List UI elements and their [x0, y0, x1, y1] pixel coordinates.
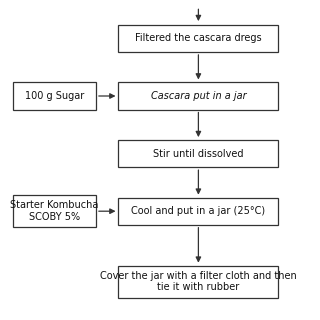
FancyBboxPatch shape	[118, 140, 278, 167]
FancyBboxPatch shape	[118, 266, 278, 298]
FancyBboxPatch shape	[118, 25, 278, 52]
FancyBboxPatch shape	[13, 195, 96, 227]
Text: Filtered the cascara dregs: Filtered the cascara dregs	[135, 33, 262, 44]
Text: Starter Kombucha
SCOBY 5%: Starter Kombucha SCOBY 5%	[10, 200, 99, 222]
Text: Cascara put in a jar: Cascara put in a jar	[151, 91, 246, 101]
FancyBboxPatch shape	[118, 83, 278, 109]
Text: Cover the jar with a filter cloth and then
tie it with rubber: Cover the jar with a filter cloth and th…	[100, 271, 297, 292]
Text: Cool and put in a jar (25°C): Cool and put in a jar (25°C)	[131, 206, 266, 216]
Text: Stir until dissolved: Stir until dissolved	[153, 148, 244, 159]
FancyBboxPatch shape	[118, 197, 278, 225]
FancyBboxPatch shape	[13, 83, 96, 109]
Text: 100 g Sugar: 100 g Sugar	[25, 91, 84, 101]
